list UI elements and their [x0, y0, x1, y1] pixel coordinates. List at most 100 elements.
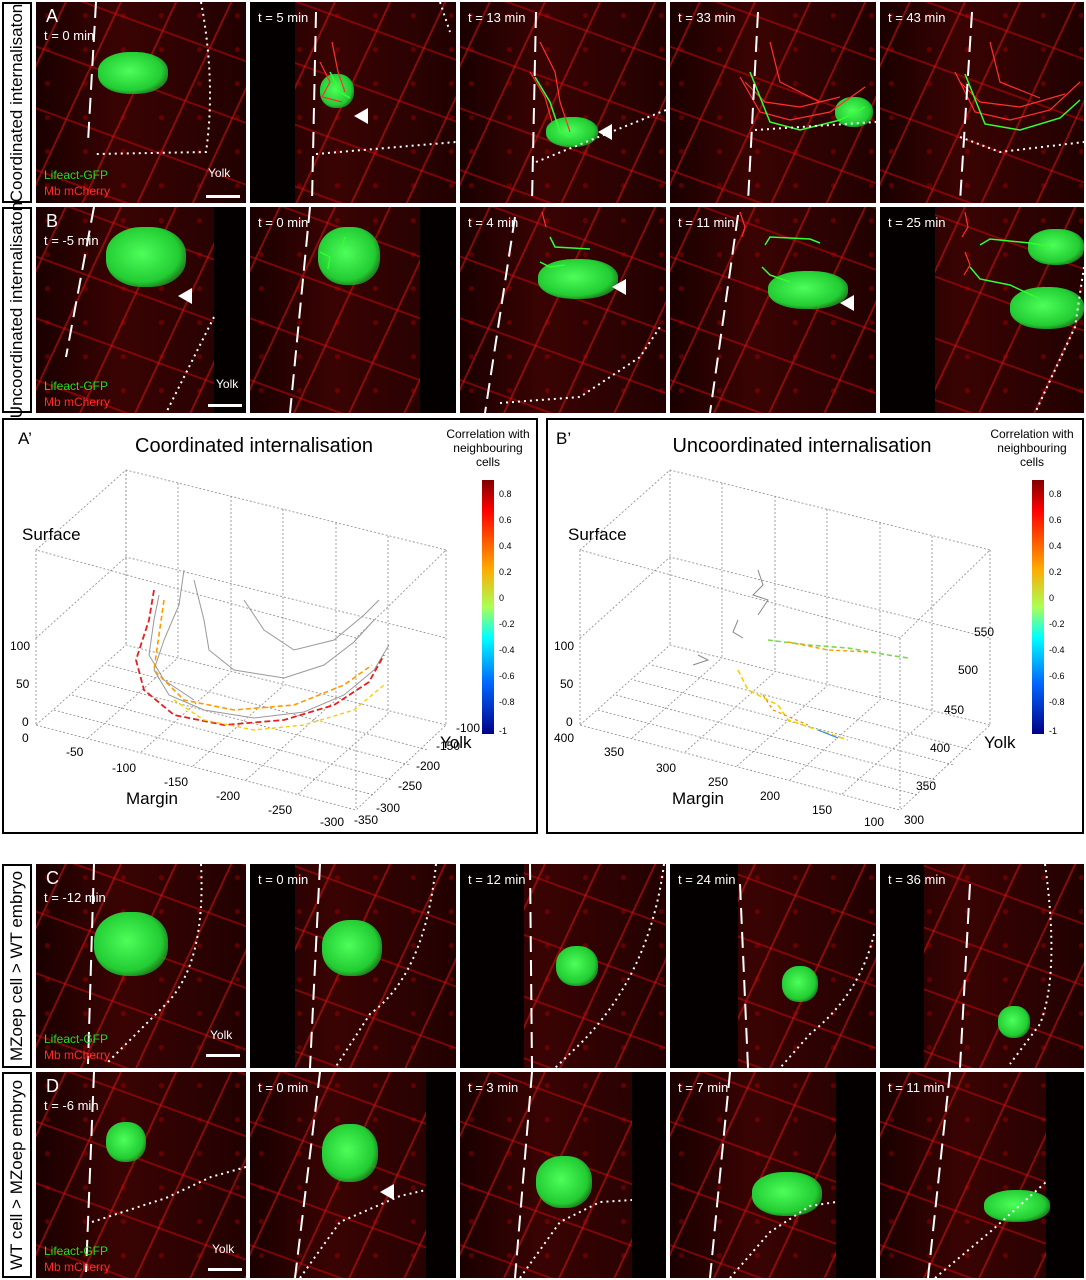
- x-tick: -150: [164, 775, 188, 789]
- legend-red: Mb mCherry: [44, 1048, 111, 1062]
- gfp-cell: [768, 271, 848, 309]
- x-tick: 250: [708, 775, 728, 789]
- time-label: t = 25 min: [888, 215, 946, 230]
- arrowhead-icon: [840, 295, 854, 311]
- time-label: t = 0 min: [44, 28, 95, 43]
- colorbar-tick: -0.8: [1049, 697, 1065, 707]
- boundary-lines: [739, 883, 875, 1068]
- row-label-b-text: Uncoordinated internalisaton: [7, 201, 26, 419]
- time-label: t = 3 min: [468, 1080, 519, 1095]
- panel-a3: t = 13 min: [460, 2, 666, 203]
- x-tick: 300: [656, 761, 676, 775]
- panel-a2: t = 5 min: [250, 2, 456, 203]
- row-label-d-text: WT cell > MZoep embryo: [7, 1079, 26, 1271]
- colorbar-tick: -0.6: [499, 671, 515, 681]
- arrowhead-icon: [380, 1184, 394, 1200]
- panel-letter-a: A: [46, 6, 59, 26]
- boundary-lines: [311, 2, 456, 203]
- arrowhead-icon: [612, 279, 626, 295]
- time-label: t = 33 min: [678, 10, 736, 25]
- boundary-lines: [927, 1072, 1047, 1278]
- tracks: [135, 569, 390, 731]
- row-label-c-text: MZoep cell > WT embryo: [7, 870, 26, 1062]
- y-tick: 350: [916, 779, 936, 793]
- time-label: t = 0 min: [258, 215, 309, 230]
- boundary-lines: [289, 207, 346, 413]
- boundary-lines: [85, 1072, 246, 1273]
- plot-title: Coordinated internalisation: [135, 435, 373, 457]
- panel-b4: t = 11 min: [670, 207, 876, 413]
- plot-b-svg: B’ Uncoordinated internalisation Surface…: [554, 427, 1074, 829]
- gfp-cell: [106, 227, 186, 287]
- boundary-lines: [954, 11, 1084, 203]
- y-ticks: -100 -150 -200 -250 -300 -350: [354, 721, 480, 827]
- colorbar-tick: 0.8: [1049, 489, 1062, 499]
- time-label: t = 13 min: [468, 10, 526, 25]
- colorbar-tick: -0.2: [1049, 619, 1065, 629]
- panel-d2: t = 0 min: [250, 1072, 456, 1278]
- boundary-lines: [709, 211, 821, 413]
- y-axis-label: Yolk: [440, 733, 472, 752]
- gfp-cell: [782, 966, 818, 1002]
- z-tick: 100: [554, 639, 574, 653]
- time-label: t = -6 min: [44, 1098, 99, 1113]
- gfp-cell: [106, 1122, 146, 1162]
- colorbar-title: cells: [1020, 455, 1044, 469]
- boundary-lines: [709, 1072, 837, 1278]
- panel-b1: B t = -5 min Lifeact-GFP Mb mCherry Yolk: [36, 207, 246, 413]
- colorbar-tick: -0.4: [499, 645, 515, 655]
- scale-bar: [208, 404, 242, 407]
- panel-letter-c: C: [46, 868, 59, 888]
- legend-red: Mb mCherry: [44, 184, 111, 198]
- time-label: t = 43 min: [888, 10, 946, 25]
- panel-a1: A t = 0 min Lifeact-GFP Mb mCherry Yolk: [36, 2, 246, 203]
- gfp-cell: [556, 946, 598, 986]
- x-tick: 150: [812, 803, 832, 817]
- y-tick: 300: [904, 813, 924, 827]
- boundary-lines: [529, 11, 666, 203]
- colorbar-ticks: 0.8 0.6 0.4 0.2 0 -0.2 -0.4 -0.6 -0.8 -1: [1049, 489, 1065, 736]
- y-tick: -250: [398, 779, 422, 793]
- gfp-cell: [536, 1156, 592, 1208]
- x-tick: 350: [604, 745, 624, 759]
- plot-a-prime: A’ Coordinated internalisation Surface M…: [2, 418, 538, 834]
- gfp-cell: [1010, 287, 1084, 329]
- time-label: t = 36 min: [888, 872, 946, 887]
- panel-d1: D t = -6 min Lifeact-GFP Mb mCherry Yolk: [36, 1072, 246, 1278]
- time-label: t = 0 min: [258, 872, 309, 887]
- time-label: t = 24 min: [678, 872, 736, 887]
- colorbar-tick: -0.6: [1049, 671, 1065, 681]
- boundary-lines: [961, 211, 1084, 413]
- x-tick: 400: [554, 731, 574, 745]
- time-label: t = 0 min: [258, 1080, 309, 1095]
- colorbar-tick: -1: [499, 726, 507, 736]
- yolk-label: Yolk: [216, 377, 239, 391]
- boundary-lines: [294, 1072, 427, 1278]
- x-tick: 0: [22, 731, 29, 745]
- tracks: [692, 569, 909, 741]
- boundary-lines: [959, 864, 1053, 1068]
- x-tick: -50: [66, 745, 84, 759]
- arrowhead-icon: [178, 288, 192, 304]
- boundary-lines: [87, 864, 203, 1065]
- panel-b2: t = 0 min: [250, 207, 456, 413]
- gfp-cell: [1028, 229, 1084, 265]
- legend-red: Mb mCherry: [44, 395, 111, 409]
- panel-letter-d: D: [46, 1076, 59, 1096]
- scale-bar: [208, 1268, 242, 1271]
- z-tick: 50: [560, 677, 574, 691]
- legend-green: Lifeact-GFP: [44, 168, 109, 182]
- colorbar-title: neighbouring: [453, 441, 522, 455]
- colorbar-tick: 0.2: [499, 567, 512, 577]
- panel-c2: t = 0 min: [250, 864, 456, 1068]
- z-tick: 0: [22, 715, 29, 729]
- legend-red: Mb mCherry: [44, 1260, 111, 1274]
- z-tick: 0: [566, 715, 573, 729]
- plot-a-svg: A’ Coordinated internalisation Surface M…: [10, 427, 530, 829]
- panel-b5: t = 25 min: [880, 207, 1084, 413]
- y-tick: -300: [376, 801, 400, 815]
- time-label: t = 5 min: [258, 10, 309, 25]
- gfp-cell: [984, 1190, 1050, 1222]
- x-tick: 200: [760, 789, 780, 803]
- panel-d4: t = 7 min: [670, 1072, 876, 1278]
